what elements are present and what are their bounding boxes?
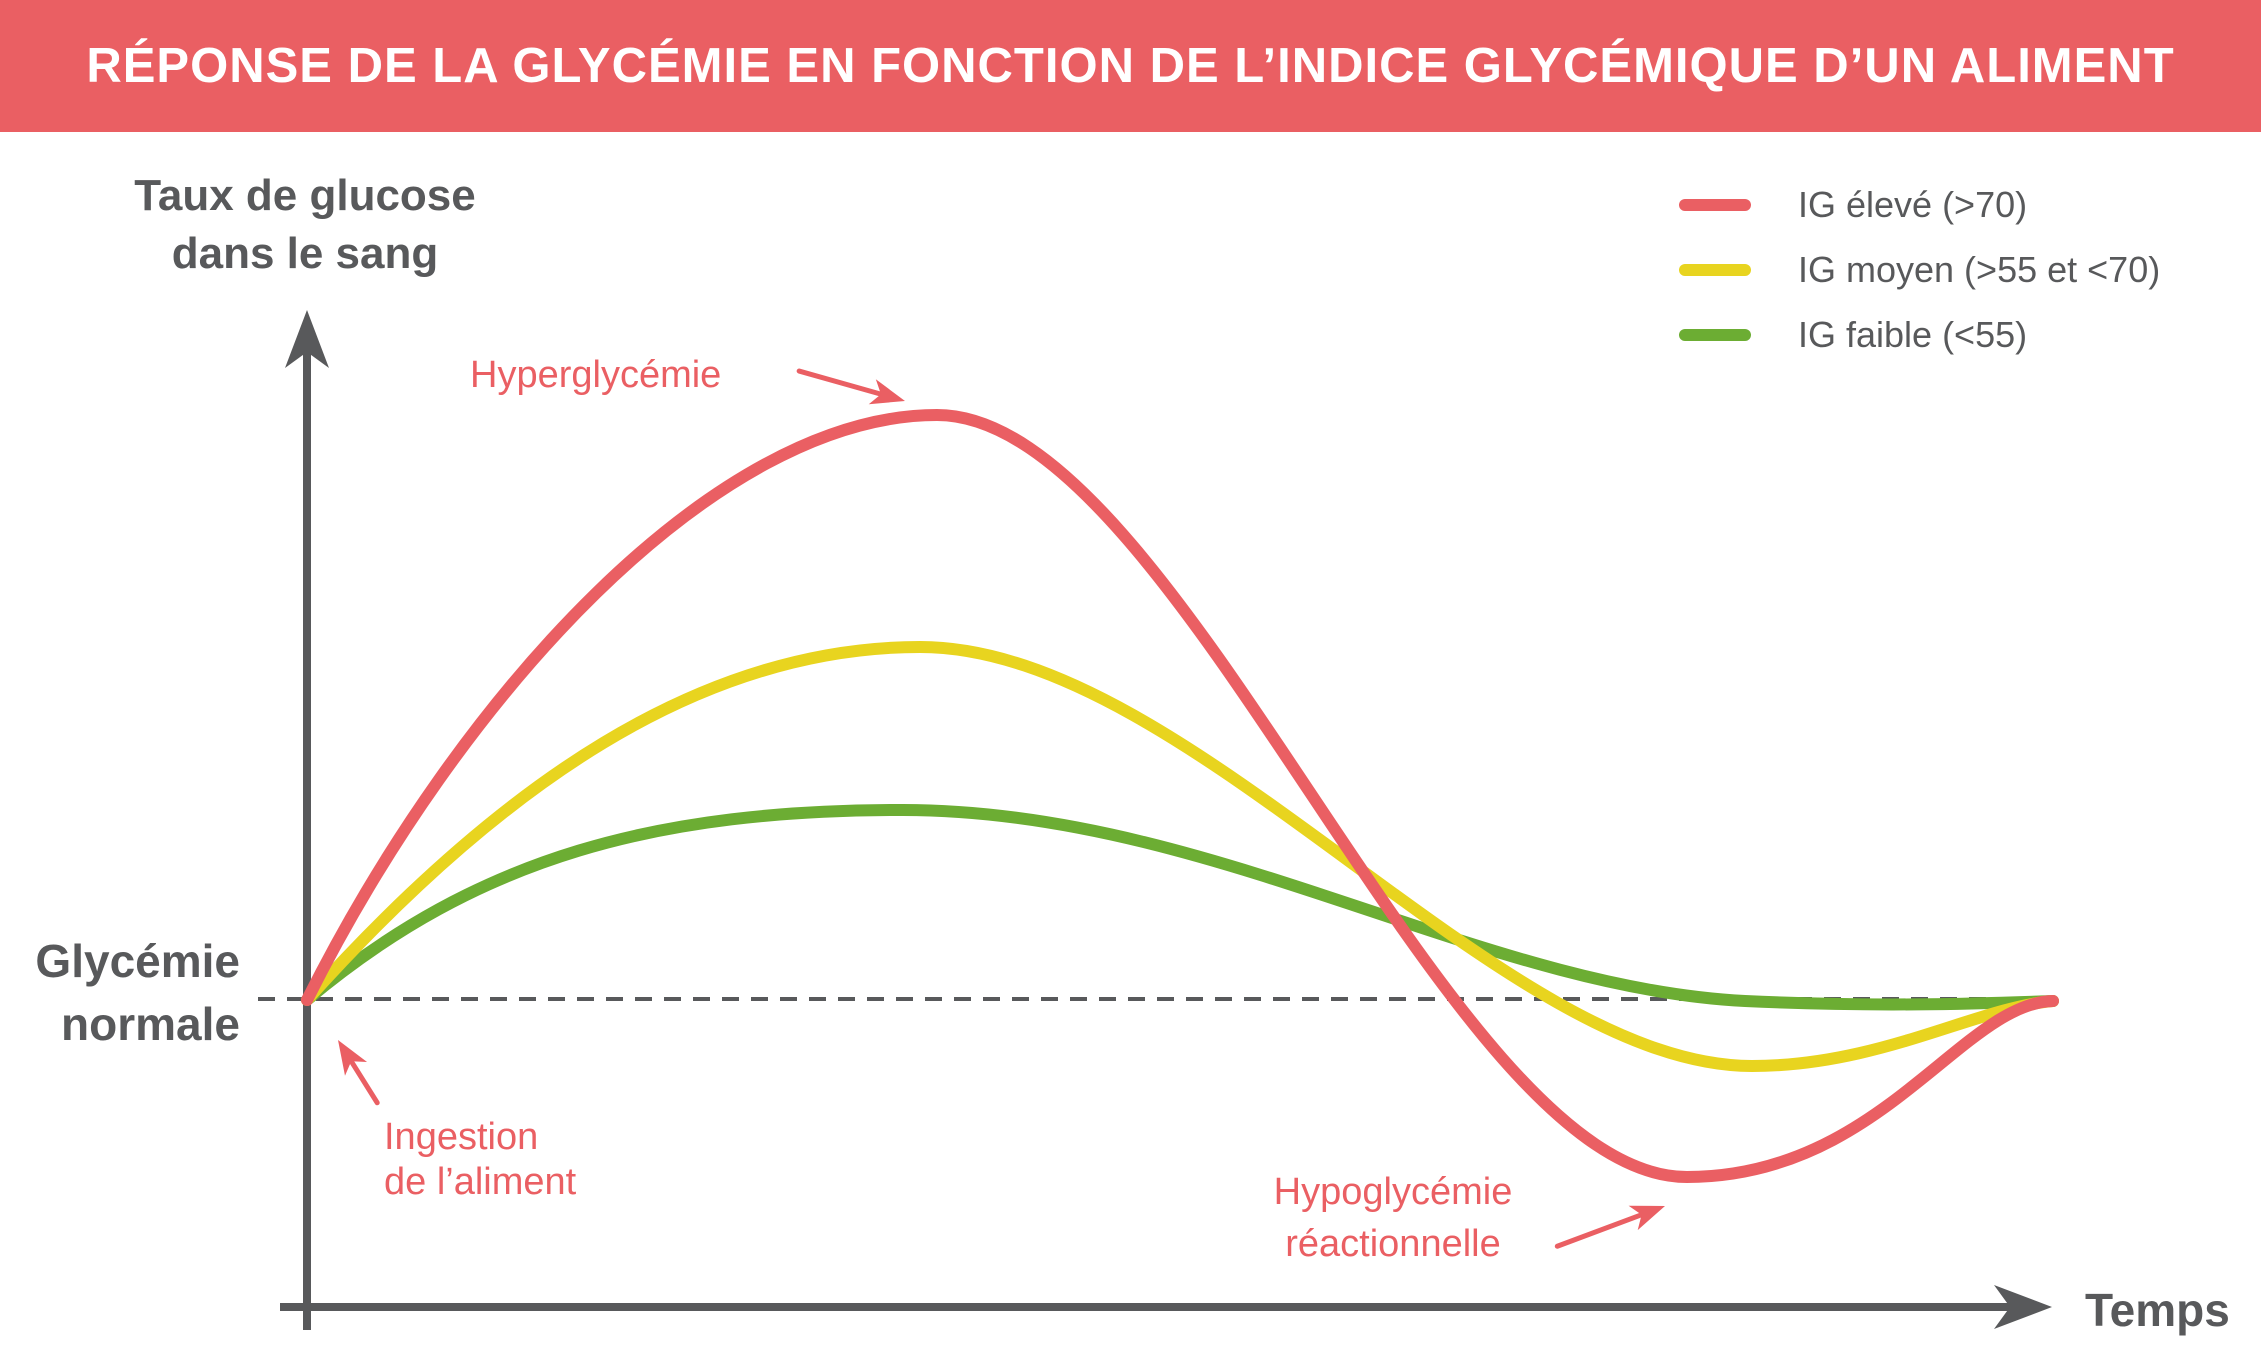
title-banner: RÉPONSE DE LA GLYCÉMIE EN FONCTION DE L’… — [0, 0, 2261, 132]
x-axis-label: Temps — [2085, 1284, 2230, 1336]
ingestion-label-line1: Ingestion — [384, 1116, 539, 1158]
hypoglycemia-arrow-icon — [1554, 1205, 1665, 1249]
page-title: RÉPONSE DE LA GLYCÉMIE EN FONCTION DE L’… — [86, 39, 2175, 93]
y-axis-label-line1: Taux de glucose — [134, 171, 476, 220]
curve-ig-moyen — [301, 640, 2059, 1073]
curve-ig-faible — [301, 803, 2059, 1011]
legend-swatch-ig-eleve-icon — [1679, 198, 1751, 211]
normal-glycemia-label-line2: normale — [61, 998, 240, 1050]
curve-ig-eleve — [301, 408, 2059, 1184]
legend-label-ig-moyen: IG moyen (>55 et <70) — [1798, 248, 2161, 290]
hyperglycemia-arrow-icon — [796, 368, 905, 405]
y-axis-arrowhead-icon — [285, 310, 329, 368]
legend-item-ig-eleve: IG élevé (>70) — [1678, 172, 2160, 237]
legend-item-ig-faible: IG faible (<55) — [1678, 302, 2160, 367]
hypoglycemia-label: Hypoglycémie réactionnelle — [1238, 1166, 1548, 1270]
ingestion-label-line2: de l’aliment — [384, 1161, 577, 1203]
normal-glycemia-label: Glycémie normale — [0, 930, 240, 1056]
legend-item-ig-moyen: IG moyen (>55 et <70) — [1678, 237, 2160, 302]
legend-label-ig-faible: IG faible (<55) — [1798, 313, 2028, 355]
hypoglycemia-label-line1: Hypoglycémie — [1273, 1171, 1513, 1213]
hypoglycemia-label-line2: réactionnelle — [1285, 1223, 1501, 1265]
legend-label-ig-eleve: IG élevé (>70) — [1798, 183, 2028, 225]
y-axis-label-line2: dans le sang — [171, 229, 439, 278]
legend-swatch-ig-moyen-icon — [1679, 263, 1751, 276]
legend: IG élevé (>70) IG moyen (>55 et <70) IG … — [1678, 172, 2160, 367]
hyperglycemia-label: Hyperglycémie — [470, 354, 722, 396]
ingestion-arrow-icon — [338, 1040, 380, 1106]
legend-swatch-ig-faible-icon — [1679, 328, 1751, 341]
x-axis-arrowhead-icon — [1994, 1285, 2052, 1329]
normal-glycemia-label-line1: Glycémie — [35, 935, 240, 987]
y-axis-label: Taux de glucose dans le sang — [85, 167, 525, 283]
ingestion-label: Ingestion de l’aliment — [384, 1115, 576, 1205]
